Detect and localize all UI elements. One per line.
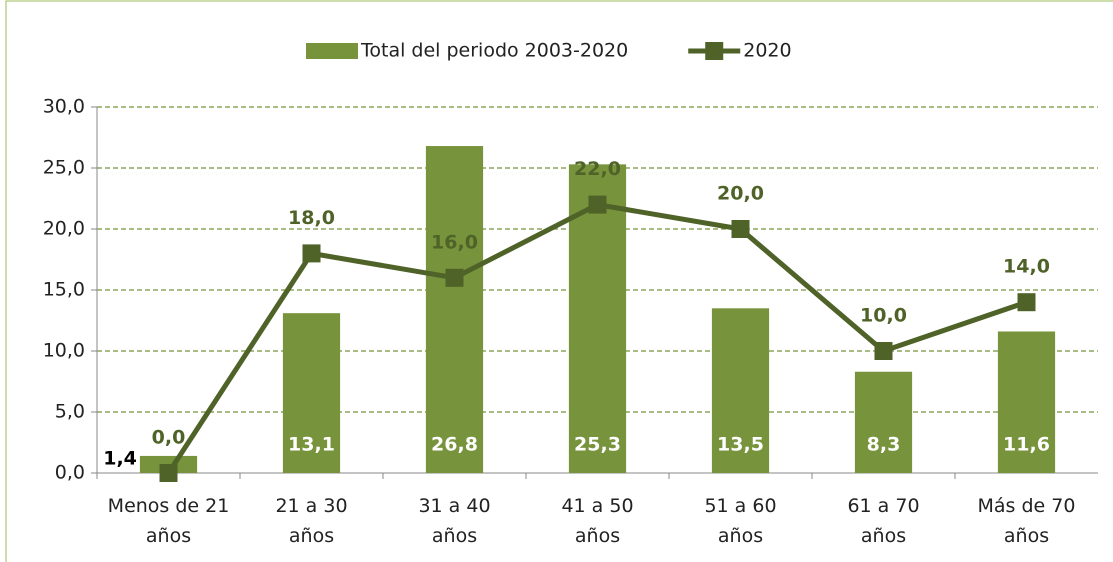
line-marker [1017, 293, 1036, 312]
line-value-label: 14,0 [1003, 256, 1050, 278]
bar [425, 146, 484, 474]
line-value-label: 20,0 [717, 183, 764, 205]
y-tick-label: 20,0 [43, 218, 85, 240]
x-tick-label: 61 a 70 años [847, 495, 919, 547]
x-tick-label: Más de 70 años [978, 495, 1076, 547]
line-value-label: 10,0 [860, 305, 907, 327]
x-tick-label: 31 a 40 años [418, 495, 490, 547]
y-tick-label: 25,0 [43, 157, 85, 179]
line-value-label: 18,0 [288, 207, 335, 229]
legend-label: Total del periodo 2003-2020 [360, 40, 628, 62]
line-marker [588, 195, 607, 214]
bar [282, 313, 341, 473]
x-tick-label: 21 a 30 años [275, 495, 347, 547]
line-marker [445, 268, 464, 287]
line-marker [302, 244, 321, 263]
x-tick-label: 41 a 50 años [561, 495, 633, 547]
line-value-label: 0,0 [152, 427, 186, 449]
bar-value-label: 11,6 [1003, 434, 1050, 456]
line-marker [874, 342, 893, 360]
line-value-label: 16,0 [431, 231, 478, 253]
chart-frame [5, 0, 1113, 562]
bar [997, 331, 1056, 473]
legend-swatch [705, 42, 724, 60]
bar-value-label: 8,3 [867, 434, 901, 456]
line-marker [159, 464, 178, 482]
bar-value-label: 13,1 [288, 434, 335, 456]
y-tick-label: 30,0 [43, 96, 85, 118]
bar-value-label: 13,5 [717, 434, 764, 456]
y-tick-label: 0,0 [55, 462, 85, 484]
bar-value-label: 1,4 [103, 448, 137, 470]
x-tick-label: 51 a 60 años [704, 495, 776, 547]
legend-swatch [306, 43, 358, 59]
bar-value-label: 26,8 [431, 434, 478, 456]
legend-label: 2020 [743, 40, 791, 62]
y-tick-label: 10,0 [43, 340, 85, 362]
y-tick-label: 5,0 [55, 401, 85, 423]
bar-value-label: 25,3 [574, 434, 621, 456]
y-tick-label: 15,0 [43, 279, 85, 301]
bar [854, 371, 913, 473]
x-tick-label: Menos de 21 años [108, 495, 230, 547]
line-value-label: 22,0 [574, 158, 621, 180]
bar [711, 308, 770, 473]
line-marker [731, 220, 750, 238]
